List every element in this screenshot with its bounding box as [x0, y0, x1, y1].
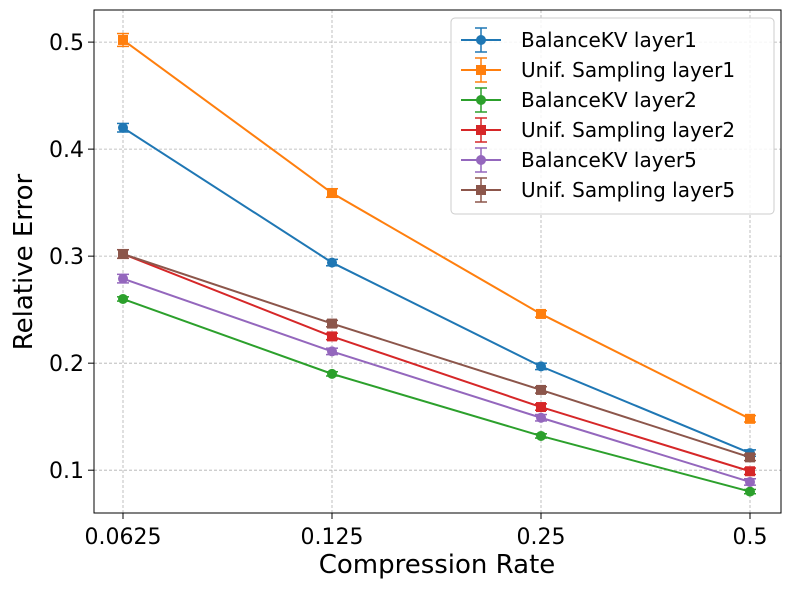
- series-3: [117, 293, 756, 497]
- data-point: [118, 273, 128, 284]
- series-line: [122, 277, 751, 483]
- legend-marker: [476, 125, 486, 135]
- data-point: [118, 34, 128, 45]
- series-line: [122, 126, 751, 454]
- series-6: [117, 248, 756, 463]
- data-point: [745, 466, 755, 477]
- y-tick-label: 0.2: [49, 352, 84, 377]
- legend-marker: [476, 155, 486, 165]
- x-tick-label: 0.0625: [85, 525, 162, 550]
- data-point: [118, 122, 128, 133]
- plot-frame: [93, 9, 782, 514]
- data-point: [327, 346, 337, 357]
- legend-entry: BalanceKV layer1: [461, 27, 697, 53]
- legend-entry: BalanceKV layer2: [461, 87, 697, 113]
- series-line: [122, 298, 751, 493]
- legend-marker: [476, 95, 486, 105]
- series-line: [122, 39, 751, 420]
- y-tick-label: 0.3: [49, 245, 84, 270]
- y-axis-label: Relative Error: [9, 173, 39, 350]
- series-line: [122, 253, 751, 459]
- data-point: [327, 257, 337, 268]
- data-point: [745, 486, 755, 497]
- data-point: [745, 413, 755, 424]
- data-point: [536, 402, 546, 413]
- x-axis-label: Compression Rate: [319, 550, 556, 580]
- series-1: [117, 122, 756, 459]
- data-point: [118, 293, 128, 304]
- legend-label: Unif. Sampling layer2: [521, 118, 735, 142]
- legend-entry: Unif. Sampling layer2: [461, 117, 735, 143]
- data-point: [118, 249, 128, 260]
- legend-marker: [476, 65, 486, 75]
- data-point: [536, 430, 546, 441]
- legend-marker: [476, 35, 486, 45]
- legend-entry: BalanceKV layer5: [461, 147, 697, 173]
- series-layer: [117, 32, 756, 497]
- axis-ticks: 0.0625 0.125 0.25 0.5 0.1 0.2 0.3 0.4 0.5: [49, 31, 768, 550]
- series-5: [117, 273, 756, 487]
- data-point: [745, 452, 755, 463]
- legend-label: BalanceKV layer5: [521, 148, 697, 172]
- legend-entry: Unif. Sampling layer1: [461, 57, 735, 83]
- legend-marker: [476, 185, 486, 195]
- legend: BalanceKV layer1 Unif. Sampling layer1 Bal…: [450, 17, 775, 215]
- data-point: [536, 384, 546, 395]
- data-point: [536, 361, 546, 372]
- legend-label: Unif. Sampling layer1: [521, 58, 735, 82]
- legend-entry: Unif. Sampling layer5: [461, 177, 735, 203]
- data-point: [536, 308, 546, 319]
- data-point: [327, 368, 337, 379]
- legend-box: [450, 17, 775, 215]
- legend-label: BalanceKV layer2: [521, 88, 697, 112]
- data-point: [745, 476, 755, 487]
- data-point: [327, 331, 337, 342]
- y-tick-label: 0.5: [49, 31, 84, 56]
- x-tick-label: 0.5: [733, 525, 768, 550]
- y-tick-label: 0.1: [49, 459, 84, 484]
- y-tick-label: 0.4: [49, 138, 84, 163]
- series-2: [117, 32, 756, 424]
- x-tick-label: 0.25: [517, 525, 566, 550]
- data-point: [327, 318, 337, 329]
- data-point: [536, 412, 546, 423]
- data-point: [327, 188, 337, 199]
- legend-label: Unif. Sampling layer5: [521, 178, 735, 202]
- series-line: [122, 253, 751, 473]
- x-tick-label: 0.125: [301, 525, 364, 550]
- legend-label: BalanceKV layer1: [521, 28, 697, 52]
